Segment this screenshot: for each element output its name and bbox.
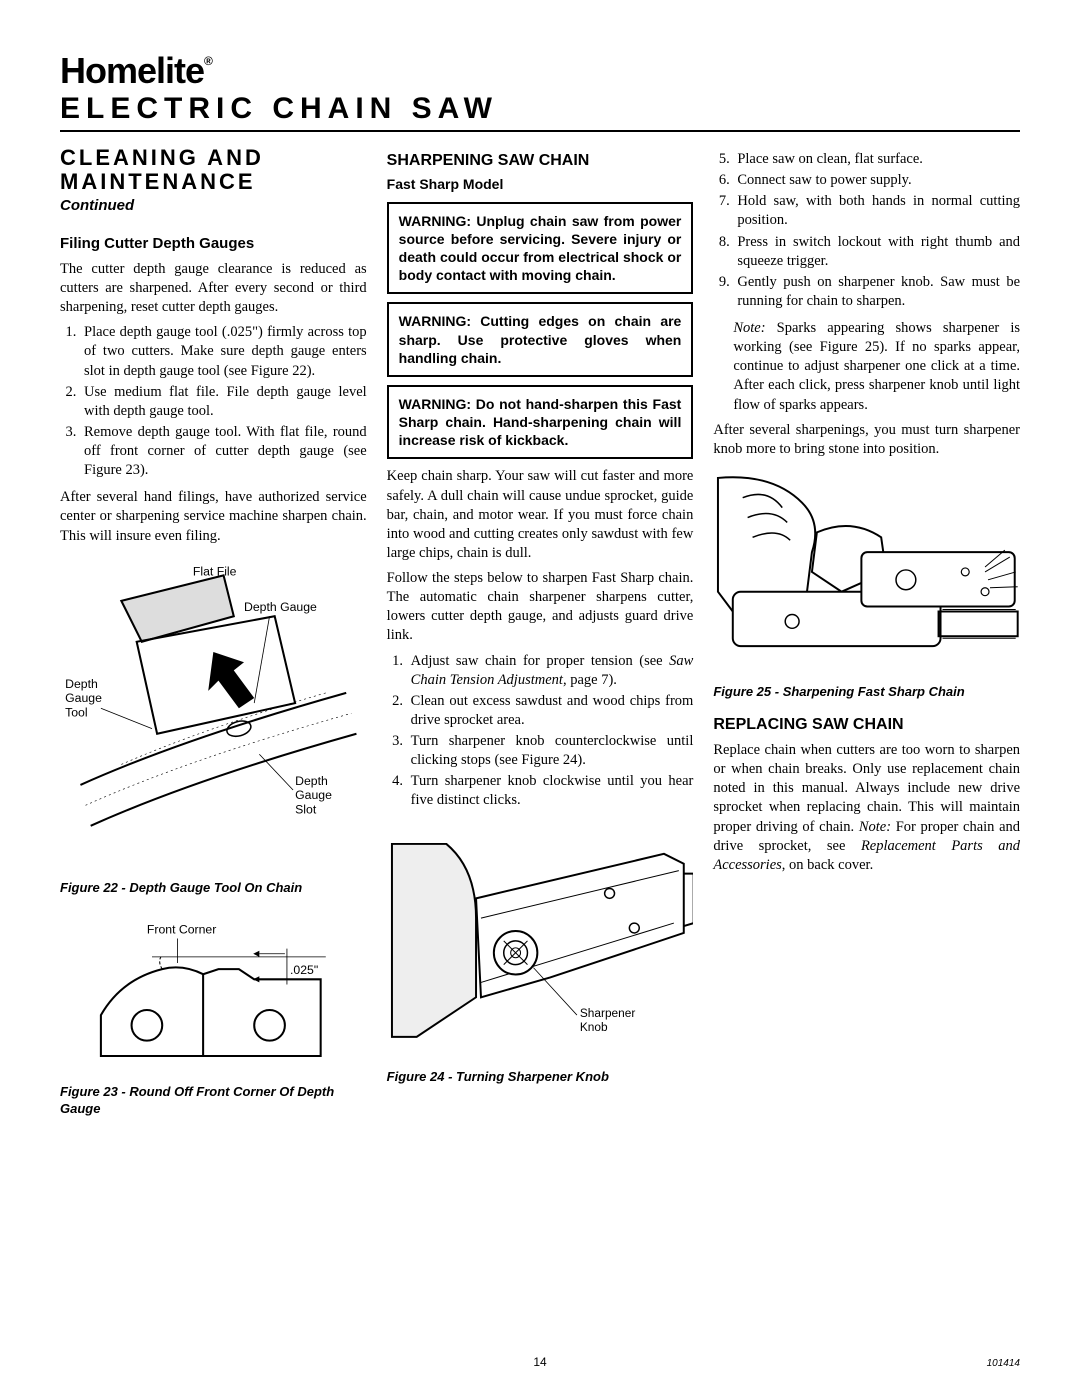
filing-steps-list: Place depth gauge tool (.025") firmly ac…: [60, 323, 367, 480]
figure-23-caption: Figure 23 - Round Off Front Corner Of De…: [60, 1083, 367, 1117]
para-replace: Replace chain when cutters are too worn …: [713, 741, 1020, 875]
warning-unplug: WARNING: Unplug chain saw from power sou…: [387, 202, 694, 295]
list-item: Gently push on sharpener knob. Saw must …: [733, 273, 1020, 311]
para-keep-sharp: Keep chain sharp. Your saw will cut fast…: [387, 467, 694, 563]
para-follow-steps: Follow the steps below to sharpen Fast S…: [387, 569, 694, 646]
svg-text:.025": .025": [290, 963, 318, 977]
list-item: Connect saw to power supply.: [733, 171, 1020, 190]
svg-text:Knob: Knob: [580, 1019, 608, 1033]
figure-23: Front Corner .025": [60, 918, 367, 1071]
page-number: 14: [533, 1355, 546, 1369]
svg-text:Slot: Slot: [295, 802, 317, 816]
note-sparks: Note: Sparks appearing shows sharpener i…: [733, 319, 1020, 415]
svg-text:Depth: Depth: [295, 774, 328, 788]
heading-sharpening: SHARPENING SAW CHAIN: [387, 150, 694, 171]
figure-25: [713, 473, 1020, 671]
continued-label: Continued: [60, 196, 367, 216]
sharpen-steps-1-4: Adjust saw chain for proper tension (see…: [387, 652, 694, 811]
svg-text:Flat File: Flat File: [193, 564, 237, 578]
para-filing-after: After several hand filings, have authori…: [60, 488, 367, 545]
svg-text:Sharpener: Sharpener: [580, 1006, 635, 1020]
list-item: Use medium flat file. File depth gauge l…: [80, 383, 367, 421]
heading-replacing: REPLACING SAW CHAIN: [713, 714, 1020, 735]
warning-gloves: WARNING: Cutting edges on chain are shar…: [387, 302, 694, 377]
list-item: Hold saw, with both hands in normal cutt…: [733, 192, 1020, 230]
document-number: 101414: [987, 1358, 1020, 1369]
list-item: Turn sharpener knob counterclockwise unt…: [407, 732, 694, 770]
svg-text:Front Corner: Front Corner: [147, 922, 216, 936]
svg-text:Depth Gauge: Depth Gauge: [244, 600, 317, 614]
figure-22: Flat File Depth Gauge Depth Gauge Tool D…: [60, 560, 367, 867]
list-item: Clean out excess sawdust and wood chips …: [407, 692, 694, 730]
product-title: ELECTRIC CHAIN SAW: [60, 92, 1020, 132]
heading-filing: Filing Cutter Depth Gauges: [60, 234, 367, 254]
brand-logo: Homelite®: [60, 50, 1020, 92]
list-item: Place depth gauge tool (.025") firmly ac…: [80, 323, 367, 380]
list-item: Place saw on clean, flat surface.: [733, 150, 1020, 169]
list-item: Remove depth gauge tool. With flat file,…: [80, 423, 367, 480]
figure-24: Sharpener Knob: [387, 839, 694, 1057]
figure-22-caption: Figure 22 - Depth Gauge Tool On Chain: [60, 879, 367, 896]
section-heading: CLEANING AND MAINTENANCE: [60, 146, 367, 194]
para-filing-intro: The cutter depth gauge clearance is redu…: [60, 260, 367, 317]
svg-text:Gauge: Gauge: [295, 788, 332, 802]
list-item: Turn sharpener knob clockwise until you …: [407, 772, 694, 810]
column-1: CLEANING AND MAINTENANCE Continued Filin…: [60, 146, 367, 1131]
figure-24-caption: Figure 24 - Turning Sharpener Knob: [387, 1068, 694, 1085]
figure-25-caption: Figure 25 - Sharpening Fast Sharp Chain: [713, 683, 1020, 700]
list-item: Adjust saw chain for proper tension (see…: [407, 652, 694, 690]
column-2: SHARPENING SAW CHAIN Fast Sharp Model WA…: [387, 146, 694, 1131]
sharpen-steps-5-9: Place saw on clean, flat surface. Connec…: [713, 150, 1020, 311]
warning-no-hand-sharpen: WARNING: Do not hand-sharpen this Fast S…: [387, 385, 694, 460]
column-3: Place saw on clean, flat surface. Connec…: [713, 146, 1020, 1131]
list-item: Press in switch lockout with right thumb…: [733, 233, 1020, 271]
svg-text:Tool: Tool: [65, 705, 87, 719]
svg-text:Gauge: Gauge: [65, 691, 102, 705]
para-after-sharpen: After several sharpenings, you must turn…: [713, 421, 1020, 459]
subheading-fastsharp: Fast Sharp Model: [387, 175, 694, 193]
svg-text:Depth: Depth: [65, 676, 98, 690]
